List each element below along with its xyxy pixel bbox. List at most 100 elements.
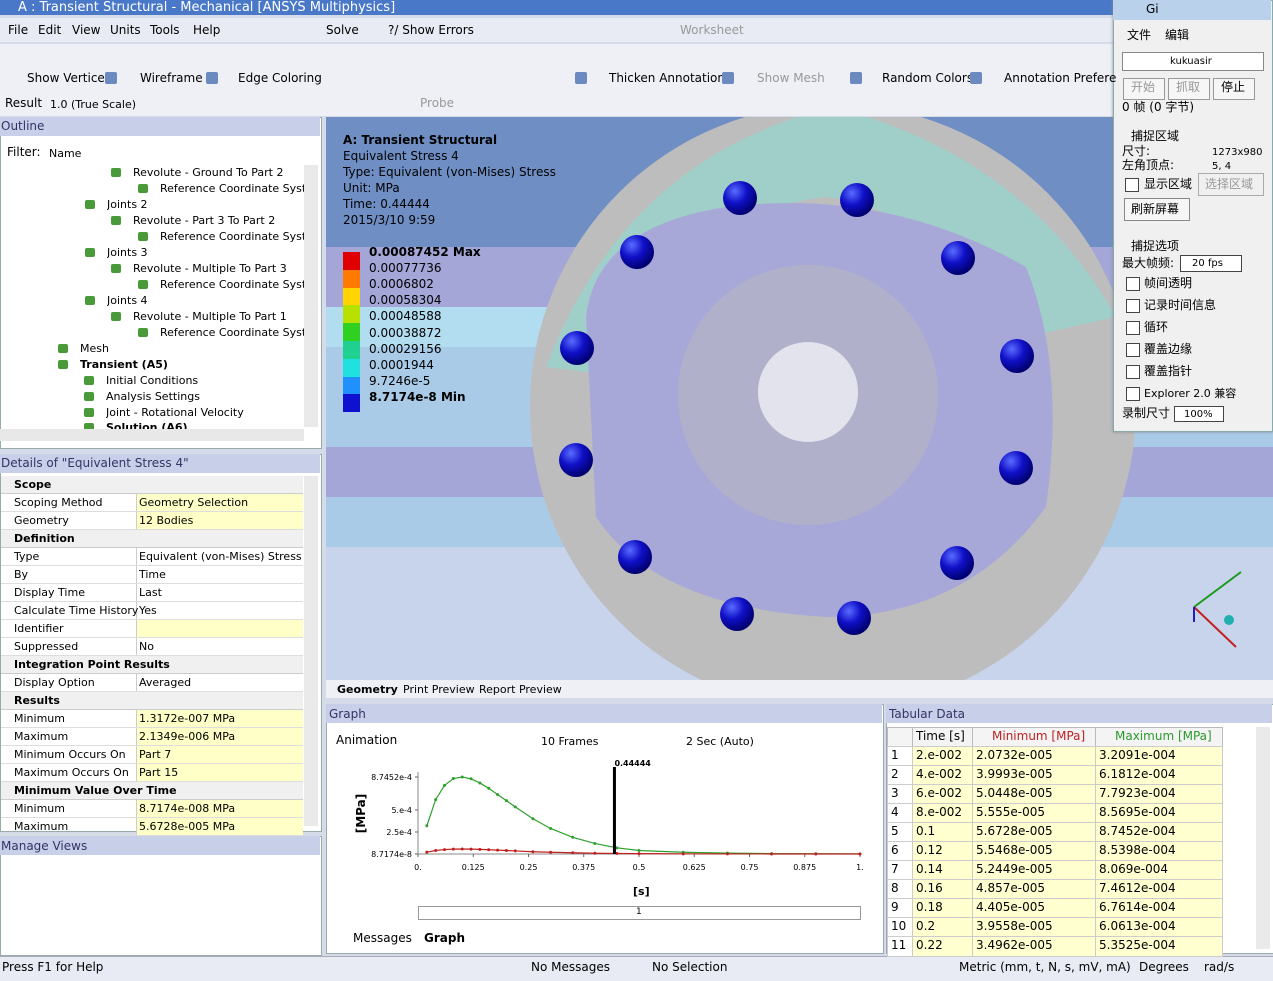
- toolbar-button[interactable]: Annotation Prefere: [1004, 71, 1117, 85]
- details-row: [1, 710, 303, 728]
- duration-dropdown[interactable]: 2 Sec (Auto): [686, 735, 754, 748]
- tree-item[interactable]: Joints 2: [107, 198, 148, 211]
- tree-item[interactable]: Revolute - Part 3 To Part 2: [133, 214, 276, 227]
- status-selection: No Selection: [652, 960, 728, 974]
- tabs-strip: [326, 680, 1273, 698]
- table-value: 3.4962e-005: [976, 938, 1053, 952]
- joint-ball: [837, 601, 871, 635]
- corner-label: 左角顶点:: [1122, 158, 1175, 172]
- tree-item[interactable]: Reference Coordinate System: [160, 326, 304, 339]
- series-point: [443, 848, 447, 852]
- tree-item[interactable]: Mesh: [80, 342, 109, 355]
- series-point: [434, 848, 438, 852]
- capture-button-label[interactable]: 抓取: [1176, 80, 1201, 94]
- property-value: No: [139, 640, 154, 653]
- details-row: [1, 602, 303, 620]
- filter-dropdown[interactable]: Name: [49, 147, 82, 160]
- table-value: 0.18: [916, 900, 943, 914]
- table-value: 2.0732e-005: [976, 748, 1053, 762]
- y-tick-label: 8.7174e-8: [371, 850, 412, 859]
- value-cell: [136, 620, 303, 637]
- toolbar-button[interactable]: Show Mesh: [757, 71, 825, 85]
- tree-item[interactable]: Analysis Settings: [106, 390, 200, 403]
- tree-item[interactable]: Revolute - Multiple To Part 1: [133, 310, 287, 323]
- tree-item[interactable]: Initial Conditions: [106, 374, 199, 387]
- tree-item[interactable]: Joints 3: [107, 246, 148, 259]
- menu-item[interactable]: File: [8, 23, 29, 37]
- toolbar-button[interactable]: Edge Coloring: [238, 71, 322, 85]
- tree-item[interactable]: Joints 4: [107, 294, 148, 307]
- checkbox-label[interactable]: 覆盖边缘: [1144, 342, 1193, 356]
- table-value: 2: [891, 767, 899, 781]
- fps-value[interactable]: 20 fps: [1192, 258, 1223, 269]
- graph-tab[interactable]: Messages: [353, 931, 412, 945]
- toolbar-button[interactable]: Show Vertices: [27, 71, 112, 85]
- property-value: 8.7174e-008 MPa: [139, 802, 236, 815]
- menu-item[interactable]: Tools: [150, 23, 180, 37]
- tree-item[interactable]: Revolute - Multiple To Part 3: [133, 262, 287, 275]
- capture-menu[interactable]: 文件: [1127, 28, 1152, 42]
- toolbar-button[interactable]: Random Colors: [882, 71, 974, 85]
- scale-dropdown[interactable]: 1.0 (True Scale): [50, 98, 137, 111]
- tree-item[interactable]: Reference Coordinate System: [160, 278, 304, 291]
- toolbar-button[interactable]: Wireframe: [140, 71, 203, 85]
- joint-ball: [941, 241, 975, 275]
- result-info: Equivalent Stress 4: [343, 149, 459, 163]
- tree-icon: [58, 360, 68, 369]
- record-size-value[interactable]: 100%: [1184, 409, 1213, 420]
- menu-item[interactable]: Help: [193, 23, 221, 37]
- menu-item[interactable]: Units: [110, 23, 141, 37]
- view-tab[interactable]: Geometry: [337, 683, 398, 696]
- frames-dropdown[interactable]: 10 Frames: [541, 735, 599, 748]
- checkbox: [1126, 277, 1140, 291]
- tree-item[interactable]: Reference Coordinate System: [160, 182, 304, 195]
- checkbox-label[interactable]: 帧间透明: [1144, 276, 1193, 290]
- joint-ball: [720, 597, 754, 631]
- menu-bar: [0, 18, 1273, 42]
- toolbar-icon: [575, 72, 587, 84]
- checkbox-label[interactable]: 记录时间信息: [1144, 298, 1217, 312]
- worksheet-button[interactable]: Worksheet: [680, 23, 744, 37]
- capture-button-label[interactable]: 停止: [1221, 80, 1246, 94]
- tree-item[interactable]: Reference Coordinate System: [160, 230, 304, 243]
- tree-item[interactable]: Joint - Rotational Velocity: [106, 406, 244, 419]
- legend-swatch: [343, 305, 360, 324]
- view-tab[interactable]: Print Preview: [403, 683, 475, 696]
- menu-item[interactable]: Edit: [38, 23, 62, 37]
- value-cell: [136, 584, 303, 601]
- legend-swatch: [343, 287, 360, 306]
- solve-button[interactable]: Solve: [326, 23, 359, 37]
- button-label[interactable]: 刷新屏幕: [1131, 202, 1180, 216]
- menu-item[interactable]: View: [72, 23, 101, 37]
- tree-item[interactable]: Transient (A5): [80, 358, 168, 371]
- legend-label: 0.00048588: [369, 309, 442, 324]
- capture-button-label[interactable]: 开始: [1131, 80, 1156, 94]
- checkbox-label[interactable]: 覆盖指针: [1144, 364, 1193, 378]
- tree-icon: [85, 200, 95, 209]
- toolbar-button[interactable]: Thicken Annotations: [609, 71, 732, 85]
- tree-item[interactable]: Revolute - Ground To Part 2: [133, 166, 284, 179]
- fps-label: 最大帧频:: [1122, 256, 1175, 270]
- capture-menu[interactable]: 编辑: [1165, 28, 1190, 42]
- series-point: [531, 850, 535, 854]
- series-point: [513, 849, 517, 853]
- show-errors-button[interactable]: ?/ Show Errors: [388, 23, 474, 37]
- series-point: [571, 851, 575, 855]
- probe-button[interactable]: Probe: [420, 96, 455, 110]
- table-value: 7: [891, 862, 899, 876]
- graph-tab[interactable]: Graph: [424, 931, 465, 945]
- view-tab[interactable]: Report Preview: [479, 683, 562, 696]
- table-value: 6.1812e-004: [1099, 767, 1176, 781]
- checkbox-label[interactable]: 显示区域: [1144, 177, 1193, 191]
- series-point: [504, 849, 508, 853]
- legend-label: 0.0001944: [369, 357, 434, 372]
- scrollbar: [0, 429, 304, 441]
- checkbox-label[interactable]: Explorer 2.0 兼容: [1144, 387, 1237, 400]
- series-point: [593, 841, 597, 845]
- legend-swatch: [343, 394, 360, 413]
- scrollbar: [304, 165, 318, 427]
- checkbox-label[interactable]: 循环: [1144, 320, 1169, 334]
- section-row: [1, 476, 303, 494]
- button-label[interactable]: 选择区域: [1205, 177, 1254, 191]
- column-header: Minimum [MPa]: [992, 729, 1086, 743]
